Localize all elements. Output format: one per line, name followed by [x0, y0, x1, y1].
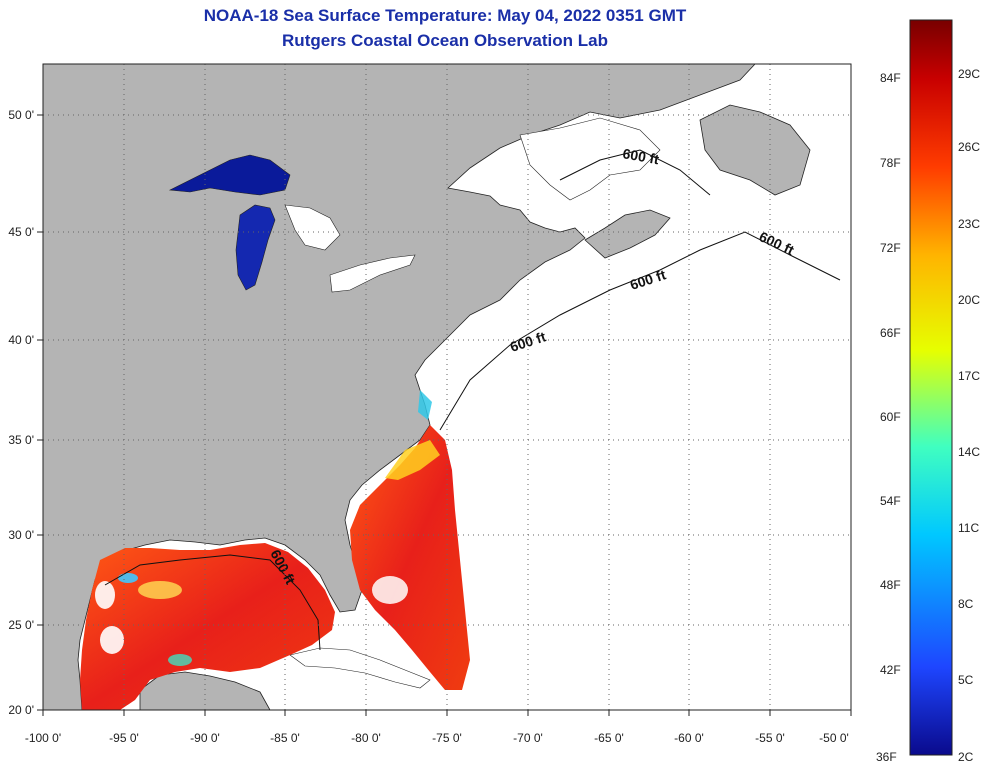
- sst-gulf-stream: [350, 425, 470, 690]
- lon-label: -95 0': [109, 731, 139, 745]
- sst-coastal-cool: [385, 440, 440, 480]
- lat-label: 30 0': [8, 528, 34, 542]
- colorbar: [909, 19, 953, 756]
- colorbar-c-label: 2C: [958, 750, 974, 764]
- cloud-gap: [95, 581, 115, 609]
- lat-label: 45 0': [8, 225, 34, 239]
- cloud-gap: [372, 576, 408, 604]
- lat-label: 50 0': [8, 108, 34, 122]
- lon-label: -60 0': [674, 731, 704, 745]
- lake-erie-ontario: [329, 254, 416, 293]
- colorbar-f-label: 66F: [880, 326, 901, 340]
- contour-label-3: 600 ft: [621, 145, 660, 167]
- colorbar-f-label: 48F: [880, 578, 901, 592]
- lake-michigan: [235, 204, 276, 291]
- lake-superior: [168, 154, 291, 196]
- colorbar-f-label: 54F: [880, 494, 901, 508]
- newfoundland: [699, 104, 811, 196]
- lon-label: -80 0': [351, 731, 381, 745]
- colorbar-c-label: 20C: [958, 293, 980, 307]
- lon-label: -70 0': [513, 731, 543, 745]
- colorbar-f-label: 78F: [880, 156, 901, 170]
- colorbar-f-label: 36F: [876, 750, 897, 764]
- lat-label: 40 0': [8, 333, 34, 347]
- lake-huron: [284, 204, 341, 251]
- lon-label: -90 0': [190, 731, 220, 745]
- colorbar-c-label: 17C: [958, 369, 980, 383]
- sst-cool-patch: [118, 573, 138, 583]
- colorbar-c-label: 29C: [958, 67, 980, 81]
- lon-label: -50 0': [819, 731, 849, 745]
- contour-600ft: [439, 231, 841, 431]
- lon-label: -100 0': [25, 731, 61, 745]
- lat-label: 35 0': [8, 433, 34, 447]
- map-title: NOAA-18 Sea Surface Temperature: May 04,…: [203, 6, 687, 25]
- lat-label: 25 0': [8, 618, 34, 632]
- lon-label: -55 0': [755, 731, 785, 745]
- colorbar-f-label: 72F: [880, 241, 901, 255]
- contour-600ft-north: [559, 149, 711, 196]
- lon-label: -75 0': [432, 731, 462, 745]
- colorbar-c-label: 8C: [958, 597, 974, 611]
- map-subtitle: Rutgers Coastal Ocean Observation Lab: [282, 31, 608, 50]
- colorbar-c-label: 14C: [958, 445, 980, 459]
- cuba: [289, 647, 431, 689]
- contour-600ft-gulf: [104, 554, 321, 651]
- cloud-gap: [100, 626, 124, 654]
- sst-warm-patch: [138, 581, 182, 599]
- colorbar-c-label: 26C: [958, 140, 980, 154]
- colorbar-f-label: 60F: [880, 410, 901, 424]
- nova-scotia: [584, 209, 671, 259]
- colorbar-c-label: 5C: [958, 673, 974, 687]
- colorbar-c-label: 23C: [958, 217, 980, 231]
- lon-label: -65 0': [594, 731, 624, 745]
- sst-coastal-cyan: [418, 390, 432, 420]
- sst-cool-patch: [168, 654, 192, 666]
- colorbar-f-label: 42F: [880, 663, 901, 677]
- gulf-st-lawrence: [519, 117, 661, 201]
- lat-label: 20 0': [8, 703, 34, 717]
- lon-label: -85 0': [270, 731, 300, 745]
- axis-ticks: [37, 114, 852, 716]
- colorbar-c-label: 11C: [958, 521, 979, 535]
- colorbar-f-label: 84F: [880, 71, 901, 85]
